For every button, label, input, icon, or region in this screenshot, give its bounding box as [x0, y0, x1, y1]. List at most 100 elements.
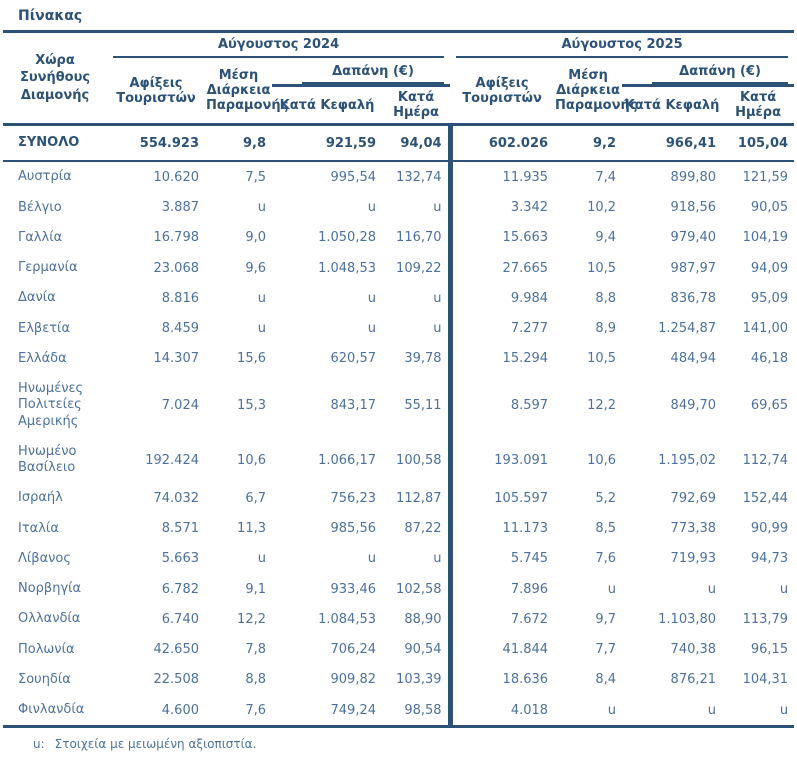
value-cell: 7,6: [245, 702, 266, 718]
value-cell: 9,0: [245, 230, 266, 246]
table-header: Χώρα Συνήθους Διαμονής Αύγουστος 2024 Αύ…: [3, 33, 795, 126]
value-cell: 933,46: [330, 581, 377, 597]
value-cell: 9,4: [595, 230, 617, 246]
value-cell: 836,78: [670, 290, 717, 306]
country-cell: Ισραήλ: [18, 490, 63, 506]
value-cell: 749,24: [330, 702, 377, 718]
value-cell: 90,54: [404, 642, 442, 658]
value-cell: 9,8: [205, 124, 272, 163]
value-cell: 7.896: [447, 574, 555, 605]
value-cell: 554.923: [107, 124, 205, 163]
value-cell: u: [707, 702, 717, 718]
country-cell: Νορβηγία: [18, 581, 82, 596]
value-cell: u: [367, 200, 376, 216]
value-cell: 5,2: [595, 490, 617, 506]
value-cell: 95,09: [750, 290, 789, 306]
footnote: u: Στοιχεία με μειωμένη αξιοπιστία.: [3, 728, 794, 761]
value-cell: 706,24: [330, 642, 377, 658]
value-cell: 1.050,28: [318, 230, 376, 246]
value-cell: 15.294: [447, 343, 555, 374]
value-cell: 7,8: [245, 642, 266, 658]
value-cell: 909,82: [330, 672, 377, 688]
column-header-expense-2024: Δαπάνη (€): [272, 58, 451, 87]
value-cell: 16.798: [153, 230, 200, 246]
value-cell: 90,99: [750, 521, 789, 537]
value-cell: 921,59: [272, 124, 382, 163]
value-cell: u: [257, 200, 266, 216]
value-cell: 94,09: [750, 260, 789, 276]
value-cell: 7,7: [595, 642, 617, 658]
value-cell: 620,57: [330, 351, 377, 367]
value-cell: 10,5: [587, 260, 617, 276]
value-cell: 10.620: [153, 169, 200, 185]
value-cell: 10,5: [587, 351, 617, 367]
value-cell: 740,38: [670, 642, 717, 658]
table-row: Φινλανδία 4.600 7,6 749,24 98,58 4.018 u…: [3, 695, 794, 727]
value-cell: 69,65: [750, 397, 789, 413]
value-cell: 985,56: [330, 521, 377, 537]
value-cell: 90,05: [750, 200, 789, 216]
value-cell: u: [433, 321, 442, 337]
total-row: ΣΥΝΟΛΟ 554.923 9,8 921,59 94,04 602.026 …: [3, 124, 795, 163]
value-cell: 94,04: [382, 124, 451, 163]
value-cell: 843,17: [330, 397, 377, 413]
table-row: Ηνωμένο Βασίλειο 192.424 10,6 1.066,17 1…: [3, 436, 794, 484]
value-cell: 3.887: [161, 200, 199, 216]
value-cell: 96,15: [750, 642, 789, 658]
column-header-expense-2024-label: Δαπάνη (€): [302, 64, 445, 84]
column-header-per-capita-2024: Κατά Κεφαλή: [272, 85, 382, 126]
value-cell: 94,73: [750, 551, 789, 567]
value-cell: 132,74: [396, 169, 442, 185]
value-cell: 112,87: [396, 490, 442, 506]
value-cell: 104,31: [742, 672, 789, 688]
value-cell: 3.342: [447, 192, 555, 223]
value-cell: 42.650: [153, 642, 200, 658]
value-cell: 979,40: [670, 230, 717, 246]
table-row: Βέλγιο 3.887 u u u 3.342 10,2 918,56 90,…: [3, 192, 794, 223]
value-cell: 9,2: [554, 124, 623, 163]
value-cell: 8.571: [161, 521, 199, 537]
column-group-august-2025: Αύγουστος 2025: [450, 33, 794, 58]
column-header-stay-2024: Μέση Διάρκεια Παραμονής: [205, 58, 288, 126]
value-cell: 116,70: [396, 230, 442, 246]
value-cell: 8,8: [595, 290, 617, 306]
value-cell: 100,58: [396, 452, 442, 468]
value-cell: 8.816: [161, 290, 199, 306]
value-cell: 6.782: [161, 581, 199, 597]
value-cell: 11.173: [447, 513, 555, 544]
value-cell: 193.091: [447, 436, 555, 484]
value-cell: 192.424: [145, 452, 199, 468]
footnote-symbol: u:: [33, 737, 45, 752]
column-group-august-2024: Αύγουστος 2024: [107, 33, 450, 58]
value-cell: 103,39: [396, 672, 442, 688]
value-cell: 39,78: [404, 351, 442, 367]
table-row: Λίβανος 5.663 u u u 5.745 7,6 719,93 94,…: [3, 543, 794, 574]
table-body: ΣΥΝΟΛΟ 554.923 9,8 921,59 94,04 602.026 …: [3, 124, 795, 727]
value-cell: 15,6: [237, 351, 266, 367]
table-row: Ιταλία 8.571 11,3 985,56 87,22 11.173 8,…: [3, 513, 794, 544]
country-cell: Ολλανδία: [18, 611, 81, 627]
column-group-august-2025-label: Αύγουστος 2025: [456, 37, 789, 58]
page-title: Πίνακας: [3, 4, 794, 33]
column-header-stay-2025: Μέση Διάρκεια Παραμονής: [554, 58, 637, 126]
country-cell: ΣΥΝΟΛΟ: [3, 124, 107, 163]
value-cell: 995,54: [330, 169, 377, 185]
value-cell: u: [433, 200, 442, 216]
country-cell: Λίβανος: [18, 550, 72, 566]
value-cell: 15,3: [237, 397, 266, 413]
value-cell: 7,5: [245, 169, 266, 185]
value-cell: 7,6: [595, 551, 617, 567]
value-cell: 152,44: [742, 490, 789, 506]
column-header-expense-2025-label: Δαπάνη (€): [652, 64, 789, 84]
value-cell: 141,00: [742, 321, 789, 337]
table-row: Πολωνία 42.650 7,8 706,24 90,54 41.844 7…: [3, 634, 794, 665]
value-cell: 12,2: [587, 397, 617, 413]
footnote-text: Στοιχεία με μειωμένη αξιοπιστία.: [54, 737, 257, 752]
column-header-expense-2025: Δαπάνη (€): [622, 58, 795, 87]
value-cell: u: [367, 321, 376, 337]
country-cell: Βέλγιο: [18, 199, 62, 215]
value-cell: 876,21: [670, 672, 717, 688]
value-cell: 10,6: [237, 452, 266, 468]
country-cell: Ελλάδα: [18, 350, 67, 366]
